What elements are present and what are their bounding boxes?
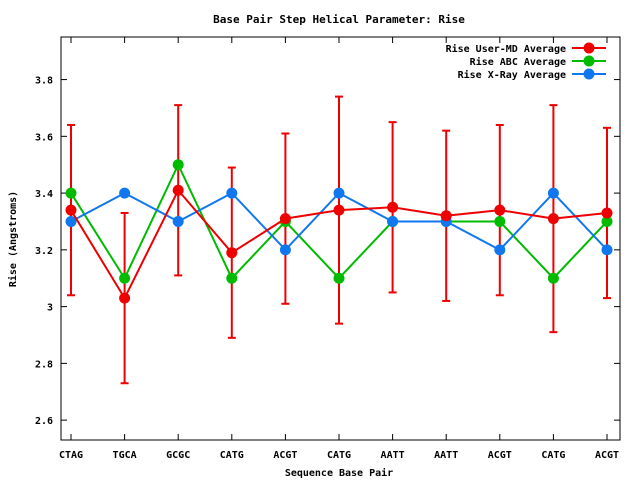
legend-marker — [583, 55, 595, 67]
x-tick-label: TGCA — [113, 450, 137, 461]
data-point-series-0 — [601, 207, 613, 219]
data-point-series-1 — [119, 272, 131, 284]
chart-title: Base Pair Step Helical Parameter: Rise — [213, 13, 465, 26]
y-tick-label: 3.4 — [35, 189, 53, 200]
data-point-series-2 — [333, 187, 345, 199]
data-point-series-2 — [226, 187, 238, 199]
data-point-series-2 — [119, 187, 131, 199]
data-point-series-1 — [226, 272, 238, 284]
data-point-series-0 — [119, 292, 131, 304]
data-point-series-2 — [279, 244, 291, 256]
legend-label: Rise User-MD Average — [446, 43, 566, 55]
data-point-series-2 — [494, 244, 506, 256]
x-tick-label: ACGT — [488, 450, 512, 461]
legend-marker — [583, 68, 595, 80]
data-point-series-1 — [333, 272, 345, 284]
y-tick-label: 3.2 — [35, 246, 53, 257]
data-point-series-2 — [387, 215, 399, 227]
legend-label: Rise X-Ray Average — [458, 69, 566, 81]
error-bars — [67, 95, 611, 385]
series-layer — [65, 159, 613, 304]
data-point-series-1 — [494, 215, 506, 227]
data-point-series-0 — [333, 204, 345, 216]
x-tick-label: CATG — [220, 450, 244, 461]
x-tick-label: AATT — [434, 450, 458, 461]
y-tick-label: 3.6 — [35, 132, 53, 143]
data-point-series-1 — [65, 187, 77, 199]
y-axis: 2.6 2.8 3 3.2 3.4 3.6 3.8 — [35, 76, 620, 427]
legend-label: Rise ABC Average — [470, 56, 566, 68]
data-point-series-0 — [172, 184, 184, 196]
data-point-series-0 — [494, 204, 506, 216]
x-tick-label: ACGT — [273, 450, 297, 461]
data-point-series-0 — [387, 201, 399, 213]
data-point-series-1 — [601, 215, 613, 227]
data-point-series-0 — [547, 213, 559, 225]
x-tick-label: CTAG — [59, 450, 83, 461]
x-tick-label: AATT — [381, 450, 405, 461]
data-point-series-0 — [65, 204, 77, 216]
data-point-series-2 — [601, 244, 613, 256]
legend-marker — [583, 42, 595, 54]
y-tick-label: 3 — [47, 303, 53, 314]
data-point-series-0 — [226, 247, 238, 259]
x-tick-label: GCGC — [166, 450, 190, 461]
data-point-series-0 — [440, 210, 452, 222]
x-tick-label: CATG — [541, 450, 565, 461]
data-point-series-1 — [172, 159, 184, 171]
y-tick-label: 2.6 — [35, 416, 53, 427]
y-tick-label: 3.8 — [35, 76, 53, 87]
plot-frame — [60, 36, 621, 441]
y-axis-label: Rise (Angstroms) — [7, 191, 19, 287]
y-tick-label: 2.8 — [35, 359, 53, 370]
x-tick-label: ACGT — [595, 450, 619, 461]
x-tick-label: CATG — [327, 450, 351, 461]
x-axis: CTAG TGCA GCGC CATG ACGT CATG AATT AATT ACGT CATG… — [59, 37, 619, 461]
data-point-series-2 — [172, 215, 184, 227]
data-point-series-1 — [547, 272, 559, 284]
data-point-series-2 — [547, 187, 559, 199]
data-point-series-0 — [279, 213, 291, 225]
data-point-series-2 — [65, 215, 77, 227]
x-axis-label: Sequence Base Pair — [285, 467, 393, 479]
